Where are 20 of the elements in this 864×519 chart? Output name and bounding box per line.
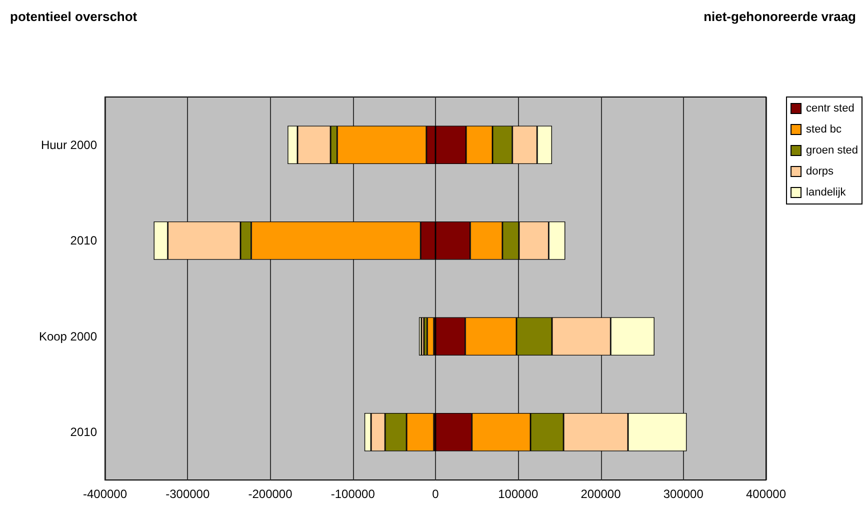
- x-tick-label: -100000: [330, 487, 376, 501]
- text: potentieel overschot: [10, 9, 138, 24]
- x-tick-label: -200000: [248, 487, 293, 501]
- x-tick-label: 100000: [498, 487, 538, 501]
- y-tick-label: 2010: [70, 234, 98, 248]
- y-tick-label: 2010: [70, 425, 98, 440]
- legend-label: sted bc: [806, 124, 842, 136]
- y-tick-label: Koop 2000: [38, 329, 98, 344]
- x-tick-label: -400000: [82, 487, 128, 501]
- y-tick-label: Huur 2000: [40, 138, 98, 152]
- legend-label: landelijk: [806, 186, 846, 198]
- legend-label: dorps: [806, 166, 834, 178]
- x-tick-label: 0: [432, 487, 440, 501]
- legend-label: groen sted: [806, 144, 858, 156]
- x-tick-label: 300000: [663, 487, 704, 501]
- x-tick-label: 400000: [746, 487, 786, 501]
- x-tick-label: 200000: [580, 487, 622, 501]
- legend-label: centr sted: [806, 102, 854, 114]
- x-tick-label: -300000: [166, 487, 210, 501]
- text: niet-gehonoreerde vraag: [704, 9, 856, 24]
